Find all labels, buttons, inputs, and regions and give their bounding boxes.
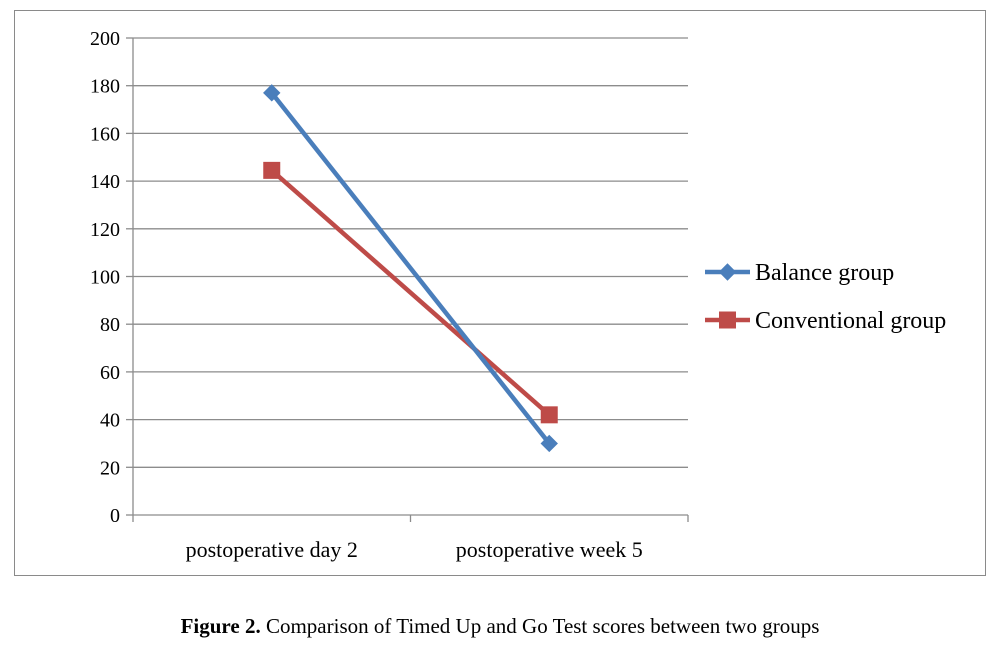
legend: Balance group Conventional group xyxy=(705,260,946,334)
y-tick-label: 200 xyxy=(90,28,120,50)
y-tick-label: 100 xyxy=(90,267,120,289)
legend-label: Conventional group xyxy=(755,308,946,334)
y-tick-label: 120 xyxy=(90,219,120,241)
figure-caption: Figure 2. Comparison of Timed Up and Go … xyxy=(0,614,1000,639)
caption-label: Figure 2. xyxy=(180,614,261,638)
series-line-conventional-group xyxy=(270,168,551,417)
y-tick-label: 60 xyxy=(100,362,120,384)
line-chart: 0 20 40 60 80 100 120 140 160 180 200 postoperative… xyxy=(90,28,946,562)
data-point-diamond xyxy=(263,84,281,102)
caption-text: Comparison of Timed Up and Go Test score… xyxy=(260,614,820,638)
x-tick-label: postoperative week 5 xyxy=(456,537,643,562)
axes: 0 20 40 60 80 100 120 140 160 180 200 postoperative… xyxy=(90,28,689,562)
y-tick-label: 20 xyxy=(100,457,120,479)
y-tick-label: 40 xyxy=(100,410,120,432)
series-lines xyxy=(263,84,558,453)
x-tick-label: postoperative day 2 xyxy=(186,537,358,562)
series-line-balance-group xyxy=(269,91,552,445)
data-point-square xyxy=(263,161,281,179)
y-tick-label: 180 xyxy=(90,76,120,98)
y-tick-label: 0 xyxy=(110,505,120,527)
y-tick-label: 160 xyxy=(90,123,120,145)
y-tick-label: 140 xyxy=(90,171,120,193)
legend-marker-diamond xyxy=(718,263,737,281)
chart-frame xyxy=(14,10,986,576)
legend-label: Balance group xyxy=(755,260,894,286)
legend-marker-square xyxy=(719,311,736,329)
gridlines xyxy=(133,37,688,468)
data-point-diamond xyxy=(540,434,558,453)
data-point-square xyxy=(540,406,558,424)
y-tick-label: 80 xyxy=(100,314,120,336)
